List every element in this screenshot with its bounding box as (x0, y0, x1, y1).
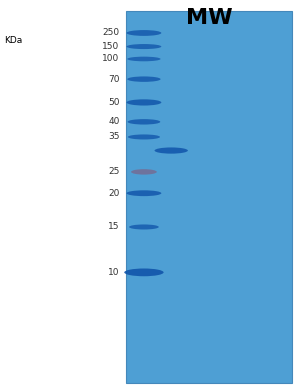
Ellipse shape (126, 99, 161, 106)
Bar (126, 11, 292, 383)
Text: MW: MW (186, 8, 232, 28)
Ellipse shape (127, 57, 161, 61)
Ellipse shape (129, 224, 159, 230)
Text: 10: 10 (108, 268, 120, 277)
Text: 25: 25 (108, 167, 120, 177)
Text: 35: 35 (108, 132, 120, 142)
Text: 150: 150 (102, 42, 120, 51)
Text: 15: 15 (108, 222, 120, 232)
Text: 70: 70 (108, 74, 120, 84)
Ellipse shape (126, 30, 161, 36)
Text: 250: 250 (102, 28, 120, 38)
Ellipse shape (128, 135, 160, 140)
Ellipse shape (127, 76, 161, 82)
Text: 20: 20 (108, 189, 120, 198)
Ellipse shape (124, 268, 164, 276)
Ellipse shape (126, 44, 161, 49)
Text: 50: 50 (108, 98, 120, 107)
Ellipse shape (126, 190, 161, 196)
Ellipse shape (128, 119, 160, 125)
Text: KDa: KDa (4, 36, 22, 45)
Text: 100: 100 (102, 54, 120, 64)
Ellipse shape (131, 169, 157, 175)
Text: 40: 40 (108, 117, 120, 126)
Ellipse shape (155, 147, 188, 154)
